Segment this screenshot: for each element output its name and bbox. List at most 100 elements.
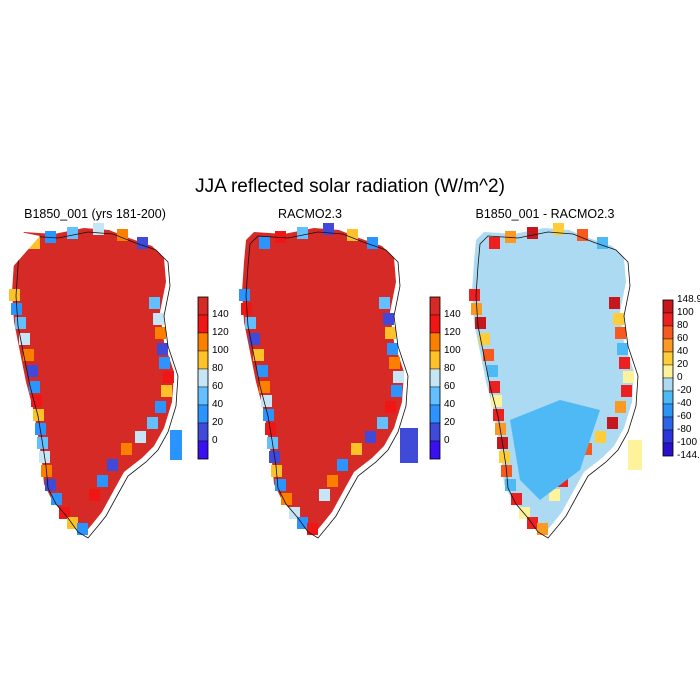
panel-racmo-coastal-cell [383, 313, 394, 325]
panel-difference-coastal-cell [613, 313, 624, 325]
colorbar-difference-tick-label: 80 [677, 320, 689, 331]
panel-model-coastal-cell [147, 417, 158, 429]
panel-difference-coastal-cell [469, 289, 480, 301]
colorbar-racmo-tick-label: 80 [444, 363, 456, 374]
colorbar-difference-tick-label: -40 [677, 398, 692, 409]
colorbar-racmo-swatch [429, 368, 441, 388]
colorbar-racmo-tick-label: 120 [444, 327, 461, 338]
colorbar-model-swatch [197, 368, 209, 388]
panel-difference-coastal-cell [615, 401, 626, 413]
panel-model-island-cell [170, 430, 182, 460]
panel-model-coastal-cell [77, 523, 88, 535]
panel-difference-coastal-cell [493, 409, 504, 421]
panel-racmo-coastal-cell [275, 231, 286, 243]
panel-model-coastal-cell [23, 349, 34, 361]
panel-model-coastal-cell [29, 381, 40, 393]
colorbar-racmo-tick-label: 100 [444, 345, 461, 356]
colorbar-difference-tick-label: 0 [677, 372, 683, 383]
panel-racmo-coastal-cell [275, 479, 286, 491]
panel-difference-coastline [475, 231, 639, 539]
colorbar-racmo-tick-label: 0 [444, 435, 450, 446]
panel-model-coastal-cell [45, 231, 56, 243]
colorbar-racmo-swatch [429, 332, 441, 352]
panel-difference-coastal-cell [577, 229, 588, 241]
panel-racmo-island-cell [400, 428, 418, 463]
panel-model-coastal-cell [137, 237, 148, 249]
panel-racmo-coastal-cell [385, 327, 396, 339]
colorbar-difference-tick-label: 40 [677, 346, 689, 357]
panel-difference-coastal-cell [489, 237, 500, 249]
panel-racmo-coastal-cell [245, 317, 256, 329]
colorbar-racmo-tick-label: 60 [444, 381, 456, 392]
panel-model-coastal-cell [51, 493, 62, 505]
panel-difference-coastal-cell [617, 343, 628, 355]
panel-model-coastal-cell [45, 479, 56, 491]
colorbar-racmo-swatch [429, 314, 441, 334]
panel-racmo-coastal-cell [257, 365, 268, 377]
panel-model-ice-sheet [12, 228, 174, 534]
panel-difference-ice-sheet [472, 228, 634, 534]
colorbar-model-swatch [197, 314, 209, 334]
panel-racmo-coastal-cell [259, 381, 270, 393]
colorbar-difference-swatch [662, 299, 674, 314]
colorbar-racmo-swatch [429, 440, 441, 460]
colorbar-difference-tick-label: -80 [677, 424, 692, 435]
colorbar-model-swatch [197, 440, 209, 460]
panel-racmo-coastal-cell [337, 459, 348, 471]
colorbar-difference-swatch [662, 325, 674, 340]
panel-model-coastal-cell [93, 223, 104, 235]
panel-model-coastal-cell [163, 371, 174, 383]
panel-model-coastal-cell [59, 507, 70, 519]
colorbar-difference-tick-label: 60 [677, 333, 689, 344]
panel-model-coastal-cell [89, 489, 100, 501]
panel-model-coastal-cell [15, 317, 26, 329]
colorbar-difference-swatch [662, 338, 674, 353]
panel-model-fjord-gap [0, 232, 40, 270]
panel-racmo-coastal-cell [239, 289, 250, 301]
panel-racmo-coastline [245, 231, 409, 539]
panel-difference-coastal-cell [537, 523, 548, 535]
colorbar-difference-swatch [662, 416, 674, 431]
panel-difference-coastal-cell [511, 493, 522, 505]
panel-racmo-coastal-cell [253, 349, 264, 361]
panel-racmo-coastal-cell [307, 523, 318, 535]
panel-difference-coastal-cell [489, 381, 500, 393]
colorbar-difference-swatch [662, 351, 674, 366]
panel-difference-coastal-cell [483, 349, 494, 361]
colorbar-model-swatch [197, 296, 209, 316]
panel-racmo-coastal-cell [389, 357, 400, 369]
colorbar-difference-swatch [662, 390, 674, 405]
panel-racmo-coastal-cell [323, 223, 334, 235]
panel-difference-coastal-cell [479, 333, 490, 345]
colorbar-model-swatch [197, 422, 209, 442]
panel-model-coastal-cell [97, 475, 108, 487]
panel-racmo-coastal-cell [377, 417, 388, 429]
panel-model-coastal-cell [19, 333, 30, 345]
panel-racmo-coastal-cell [249, 333, 260, 345]
panel-difference-coastal-cell [623, 371, 634, 383]
panel-difference-south-low [510, 400, 600, 500]
colorbar-racmo-swatch [429, 350, 441, 370]
colorbar-difference-tick-label: 148.9 [677, 294, 700, 305]
colorbar-difference-swatch [662, 429, 674, 444]
panel-model-coastal-cell [9, 289, 20, 301]
panel-racmo-coastal-cell [367, 237, 378, 249]
panel-difference-coastal-cell [491, 395, 502, 407]
colorbar-difference-swatch [662, 312, 674, 327]
colorbar-model-frame [197, 296, 209, 460]
panel-model-coastal-cell [155, 401, 166, 413]
panel-model-coastline [15, 231, 179, 539]
colorbar-model-tick-label: 100 [212, 345, 229, 356]
colorbar-model-tick-label: 120 [212, 327, 229, 338]
panel-racmo-coastal-cell [297, 517, 308, 529]
panel-model-coastal-cell [29, 237, 40, 249]
colorbar-racmo-tick-label: 40 [444, 399, 456, 410]
colorbar-racmo-tick-label: 20 [444, 417, 456, 428]
panel-difference-coastal-cell [609, 297, 620, 309]
panel-model-coastal-cell [157, 343, 168, 355]
panel-racmo-ice-sheet [242, 228, 404, 534]
panel-model-coastal-cell [121, 443, 132, 455]
colorbar-racmo-tick-label: 140 [444, 309, 461, 320]
colorbar-model-swatch [197, 350, 209, 370]
colorbar-model-tick-label: 40 [212, 399, 224, 410]
